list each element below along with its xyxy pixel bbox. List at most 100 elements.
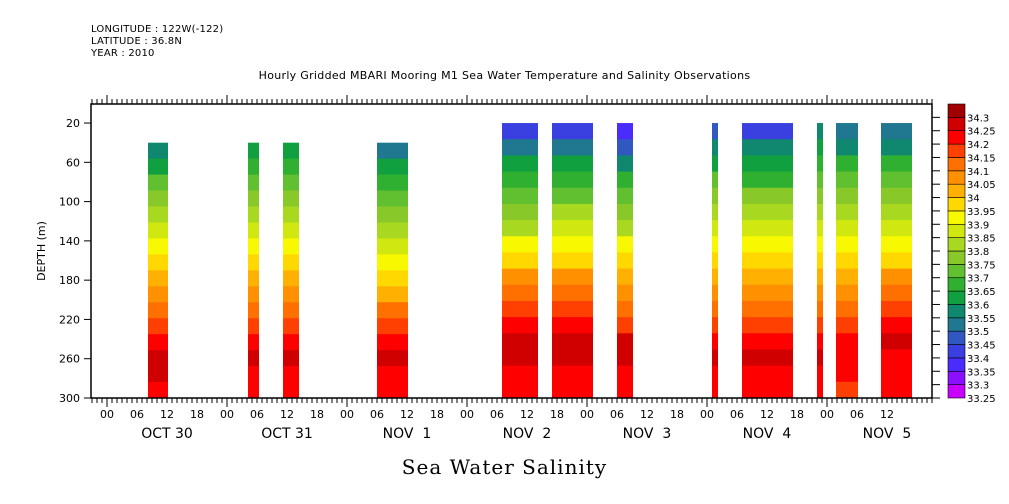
salinity-cell xyxy=(552,220,593,237)
salinity-cell xyxy=(817,203,823,221)
salinity-cell xyxy=(617,252,633,270)
salinity-cell xyxy=(712,268,718,286)
x-tick-label: 00 xyxy=(700,408,714,421)
y-tick-label: 140 xyxy=(59,235,80,248)
salinity-cell xyxy=(712,236,718,254)
salinity-cell xyxy=(742,381,793,398)
colorbar-label: 33.8 xyxy=(967,247,989,258)
x-tick-label: 12 xyxy=(880,408,894,421)
salinity-cell xyxy=(502,349,538,367)
salinity-cell xyxy=(502,236,538,254)
salinity-cell xyxy=(617,236,633,254)
x-tick-label: 06 xyxy=(850,408,864,421)
salinity-cell xyxy=(148,254,168,271)
salinity-cell xyxy=(377,334,408,351)
salinity-cell xyxy=(817,123,823,140)
salinity-cell xyxy=(248,190,259,208)
colorbar-swatch xyxy=(947,237,966,252)
salinity-cell xyxy=(836,123,858,140)
salinity-cell xyxy=(836,220,858,237)
colorbar-label: 33.85 xyxy=(967,234,996,245)
observation-segment xyxy=(377,142,408,398)
salinity-cell xyxy=(817,365,823,383)
x-day-label: NOV 5 xyxy=(863,426,912,442)
salinity-cell xyxy=(836,171,858,189)
x-tick-label: 00 xyxy=(100,408,114,421)
x-tick-label: 18 xyxy=(550,408,564,421)
observation-segment xyxy=(552,123,593,398)
salinity-cell xyxy=(283,318,299,335)
observation-segment xyxy=(248,142,259,398)
salinity-cell xyxy=(817,155,823,173)
salinity-cell xyxy=(552,187,593,205)
longitude-label: LONGITUDE : 122W(-122) xyxy=(91,24,224,35)
salinity-cell xyxy=(617,300,633,318)
x-day-label: OCT 30 xyxy=(141,426,193,442)
salinity-cell xyxy=(817,236,823,254)
salinity-cell xyxy=(881,203,912,221)
colorbar-swatch xyxy=(947,304,966,319)
salinity-cell xyxy=(742,317,793,334)
x-tick-label: 00 xyxy=(580,408,594,421)
salinity-cell xyxy=(817,252,823,270)
y-axis: 20 60 100 140 180 220 260 300 xyxy=(59,117,91,405)
salinity-cell xyxy=(283,158,299,176)
salinity-cell xyxy=(881,381,912,398)
salinity-cell xyxy=(552,268,593,286)
y-tick-label: 60 xyxy=(66,156,80,169)
salinity-cell xyxy=(148,222,168,240)
observation-segment xyxy=(712,123,718,398)
salinity-cell xyxy=(836,284,858,302)
x-day-label: NOV 2 xyxy=(503,426,552,442)
salinity-cell xyxy=(712,349,718,367)
salinity-cell xyxy=(502,317,538,334)
colorbar-label: 33.3 xyxy=(967,381,989,392)
salinity-cell xyxy=(377,238,408,255)
salinity-cell xyxy=(617,123,633,140)
salinity-cell xyxy=(881,123,912,140)
x-tick-label: 12 xyxy=(400,408,414,421)
salinity-cell xyxy=(283,334,299,351)
salinity-cell xyxy=(377,142,408,160)
salinity-cell xyxy=(617,333,633,351)
salinity-cell xyxy=(742,220,793,237)
observation-segment xyxy=(283,142,299,398)
salinity-cell xyxy=(742,203,793,221)
salinity-cell xyxy=(283,142,299,160)
salinity-cell xyxy=(817,349,823,367)
salinity-cell xyxy=(742,139,793,156)
salinity-cell xyxy=(817,187,823,205)
salinity-cell xyxy=(248,158,259,176)
salinity-cell xyxy=(617,139,633,156)
salinity-cell xyxy=(283,222,299,240)
salinity-cell xyxy=(617,155,633,173)
salinity-cell xyxy=(742,365,793,383)
salinity-cell xyxy=(817,220,823,237)
salinity-cell xyxy=(712,220,718,237)
colorbar-swatch xyxy=(947,143,966,158)
salinity-cell xyxy=(502,284,538,302)
salinity-cell xyxy=(836,203,858,221)
salinity-cell xyxy=(617,203,633,221)
colorbar-label: 34 xyxy=(967,194,980,205)
chart-subtitle: Sea Water Salinity xyxy=(401,455,608,479)
salinity-cell xyxy=(283,382,299,398)
salinity-cell xyxy=(248,254,259,271)
salinity-cell xyxy=(881,268,912,286)
colorbar: 33.25 33.3 33.35 33.4 33.45 33.5 33.55 33.6 33.6… xyxy=(932,103,996,405)
x-tick-label: 12 xyxy=(280,408,294,421)
salinity-cell xyxy=(817,317,823,334)
salinity-cell xyxy=(148,270,168,287)
salinity-cell xyxy=(742,349,793,367)
salinity-cell xyxy=(283,302,299,319)
x-tick-label: 06 xyxy=(730,408,744,421)
colorbar-label: 33.95 xyxy=(967,207,996,218)
salinity-cell xyxy=(377,254,408,271)
colorbar-swatch xyxy=(947,183,966,198)
colorbar-swatch xyxy=(947,250,966,265)
salinity-cell xyxy=(502,300,538,318)
salinity-cell xyxy=(552,381,593,398)
salinity-cell xyxy=(283,350,299,367)
salinity-cell xyxy=(377,190,408,208)
